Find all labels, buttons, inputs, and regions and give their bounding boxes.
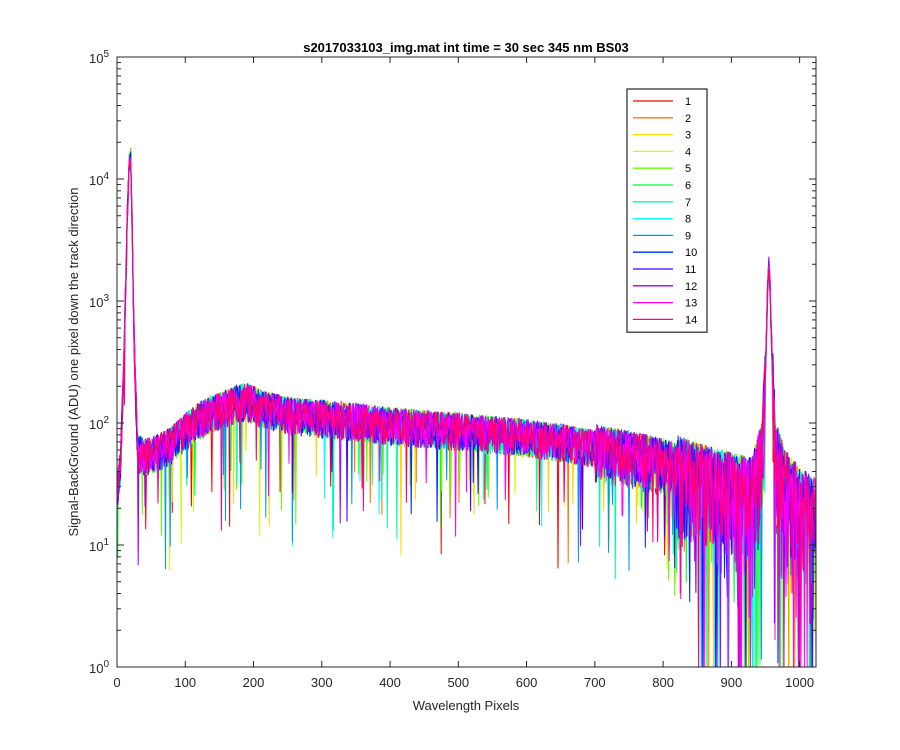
x-tick-label: 200 [243,675,265,690]
x-tick-label: 800 [652,675,674,690]
legend-label-3: 3 [685,130,691,142]
legend-label-2: 2 [685,113,691,125]
legend-box [626,88,708,333]
axes: 0 100 200 300 400 500 600 700 800 900 100010010110… [89,49,817,690]
legend-label-1: 1 [685,96,691,108]
legend-label-12: 12 [685,281,697,293]
series-line-14 [117,158,816,667]
legend-label-10: 10 [685,247,697,259]
y-tick-label: 102 [89,415,109,432]
x-tick-label: 600 [516,675,538,690]
x-tick-label: 900 [721,675,743,690]
chart-title: s2017033103_img.mat int time = 30 sec 34… [303,40,629,55]
legend-label-7: 7 [685,197,691,209]
legend-label-6: 6 [685,180,691,192]
legend-label-5: 5 [685,163,691,175]
x-tick-label: 700 [584,675,606,690]
y-tick-label: 100 [89,659,109,676]
x-tick-label: 100 [174,675,196,690]
x-axis-label: Wavelength Pixels [413,698,520,713]
y-tick-label: 101 [89,537,109,554]
axes-box [116,56,817,668]
plot-background [117,57,816,667]
legend-label-4: 4 [685,146,691,158]
plot-area [117,57,816,667]
x-tick-label: 300 [311,675,333,690]
y-tick-label: 103 [89,293,109,310]
legend-label-8: 8 [685,214,691,226]
x-tick-label: 0 [113,675,120,690]
x-tick-label: 1000 [785,675,814,690]
legend-label-13: 13 [685,298,697,310]
x-tick-label: 400 [379,675,401,690]
y-tick-label: 104 [89,171,109,188]
x-tick-label: 500 [447,675,469,690]
y-axis-label: Signal-BackGround (ADU) one pixel down t… [66,187,81,536]
legend-label-14: 14 [685,314,697,326]
y-tick-label: 105 [89,49,109,66]
legend-label-9: 9 [685,230,691,242]
legend-label-11: 11 [685,264,696,276]
